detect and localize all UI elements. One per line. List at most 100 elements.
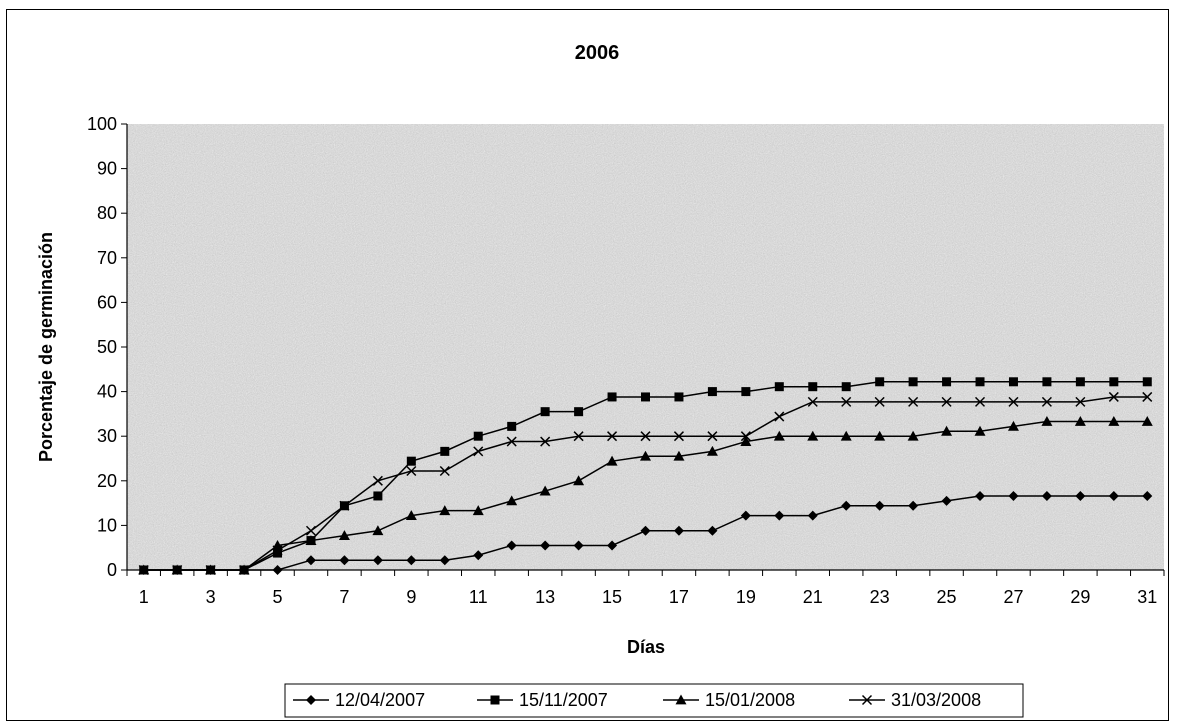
- data-point: [506, 495, 518, 506]
- data-point: [875, 377, 885, 387]
- data-point: [774, 411, 785, 422]
- data-point: [1108, 415, 1120, 426]
- data-point: [607, 540, 618, 551]
- data-point: [473, 446, 484, 457]
- y-ticks: 0 10 20 30 40 50 60 70 80 90 100: [87, 114, 127, 580]
- data-point: [305, 535, 317, 545]
- legend-marker: [306, 695, 316, 705]
- data-point: [1142, 377, 1152, 387]
- x-tick-label: 13: [535, 587, 555, 607]
- data-point: [1008, 396, 1019, 407]
- data-point: [406, 465, 417, 477]
- x-tick-label: 29: [1070, 587, 1090, 607]
- x-tick-label: 1: [139, 587, 149, 607]
- data-point: [707, 431, 718, 442]
- x-tick-label: 17: [669, 587, 689, 607]
- data-point: [874, 396, 885, 407]
- y-tick-label: 70: [97, 248, 117, 268]
- data-point: [807, 396, 818, 407]
- data-point: [540, 436, 551, 447]
- data-point: [506, 436, 517, 447]
- data-point: [439, 465, 450, 477]
- x-tick-label: 25: [937, 587, 957, 607]
- data-point: [908, 377, 918, 387]
- data-point: [205, 564, 216, 576]
- data-point: [406, 456, 416, 466]
- y-tick-label: 50: [97, 337, 117, 357]
- data-point: [1075, 490, 1086, 501]
- data-point: [473, 550, 484, 561]
- x-tick-label: 15: [602, 587, 622, 607]
- x-tick-label: 7: [339, 587, 349, 607]
- data-point: [1075, 396, 1086, 407]
- data-point: [272, 565, 283, 575]
- data-point: [640, 525, 651, 536]
- data-point: [773, 430, 785, 441]
- plot-texture: [127, 124, 1164, 570]
- data-point: [1041, 396, 1052, 407]
- data-point: [574, 407, 584, 417]
- y-tick-label: 80: [97, 203, 117, 223]
- data-point: [808, 382, 818, 392]
- x-tick-label: 11: [469, 587, 488, 607]
- data-point: [573, 475, 585, 486]
- series-x: [138, 391, 1153, 576]
- data-point: [740, 436, 752, 446]
- data-point: [406, 555, 417, 566]
- data-point: [1108, 490, 1119, 501]
- data-point: [874, 500, 885, 511]
- data-point: [506, 540, 517, 551]
- x-tick-label: 31: [1137, 587, 1157, 607]
- legend-label: 12/04/2007: [335, 690, 425, 710]
- x-tick-label: 23: [870, 587, 890, 607]
- x-axis-label: Días: [627, 637, 665, 657]
- data-point: [1007, 420, 1019, 431]
- legend-marker: [675, 694, 687, 705]
- data-point: [907, 430, 919, 441]
- legend-item: 31/03/2008: [849, 690, 981, 710]
- x-tick-label: 21: [803, 587, 823, 607]
- data-point: [707, 525, 718, 536]
- data-point: [874, 430, 886, 441]
- data-point: [841, 500, 852, 511]
- data-point: [1075, 377, 1085, 387]
- legend-item: 12/04/2007: [293, 690, 425, 710]
- data-point: [1008, 490, 1019, 501]
- y-tick-label: 90: [97, 159, 117, 179]
- data-point: [841, 382, 851, 392]
- data-point: [372, 555, 383, 566]
- data-point: [472, 505, 484, 516]
- data-point: [239, 564, 250, 576]
- x-tick-label: 5: [273, 587, 283, 607]
- legend-item: 15/01/2008: [663, 690, 795, 710]
- x-tick-label: 19: [736, 587, 756, 607]
- data-point: [840, 430, 852, 441]
- data-point: [1074, 415, 1086, 426]
- data-point: [1141, 415, 1153, 426]
- plot-area: [127, 124, 1164, 570]
- data-point: [540, 407, 550, 417]
- data-point: [607, 392, 617, 402]
- data-point: [573, 540, 584, 551]
- data-point: [606, 455, 618, 466]
- data-point: [807, 510, 818, 521]
- series-diamond: [138, 490, 1153, 575]
- legend: 12/04/2007 15/11/2007 15/01/2008 31/03/2008: [284, 683, 1024, 718]
- x-tick-label: 27: [1003, 587, 1023, 607]
- x-tick-label: 9: [406, 587, 416, 607]
- data-point: [272, 545, 283, 556]
- data-point: [975, 377, 985, 387]
- data-point: [539, 485, 551, 496]
- data-point: [1042, 377, 1052, 387]
- y-tick-label: 0: [107, 560, 117, 580]
- data-point: [607, 431, 618, 442]
- y-tick-label: 30: [97, 426, 117, 446]
- data-point: [440, 446, 450, 456]
- legend-label: 15/01/2008: [705, 690, 795, 710]
- data-point: [941, 396, 952, 407]
- data-point: [941, 495, 952, 506]
- chart-title: 2006: [575, 42, 620, 64]
- legend-label: 15/11/2007: [519, 690, 608, 710]
- data-point: [640, 450, 651, 461]
